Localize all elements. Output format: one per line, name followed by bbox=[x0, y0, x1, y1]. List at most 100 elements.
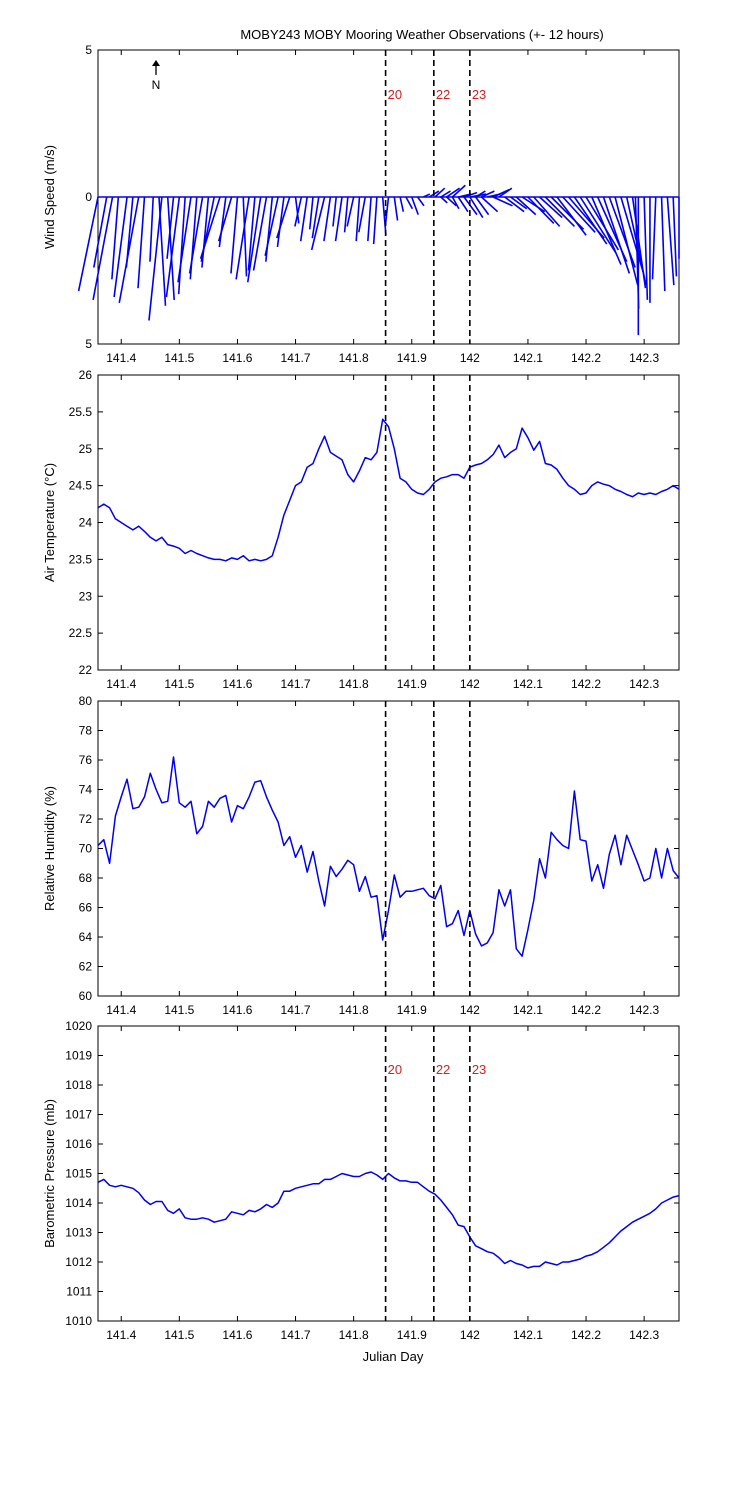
humidity-xtick-label: 141.8 bbox=[339, 1003, 369, 1017]
wind-vector bbox=[504, 196, 525, 213]
wind-vector bbox=[276, 196, 291, 239]
wind-vector bbox=[591, 196, 622, 265]
wind-vector bbox=[310, 196, 326, 251]
wind-vector bbox=[264, 196, 279, 256]
wind-vector bbox=[602, 196, 631, 274]
humidity-ytick-label: 60 bbox=[79, 989, 93, 1003]
pressure-marker-label: 22 bbox=[436, 1062, 450, 1077]
wind-vector bbox=[515, 196, 537, 216]
wind-xtick-label: 141.9 bbox=[397, 351, 427, 365]
wind-vector bbox=[620, 196, 645, 274]
wind-marker-label: 20 bbox=[388, 87, 402, 102]
wind-vector bbox=[247, 196, 256, 271]
air-temperature-xtick-label: 142.2 bbox=[571, 677, 601, 691]
wind-vector bbox=[440, 190, 451, 198]
wind-vector bbox=[199, 196, 221, 259]
pressure-marker-label: 23 bbox=[472, 1062, 486, 1077]
wind-vector bbox=[77, 196, 99, 292]
wind-vector bbox=[355, 196, 361, 242]
figure-title: MOBY243 MOBY Mooring Weather Observation… bbox=[240, 27, 603, 42]
wind-vector bbox=[498, 187, 513, 198]
pressure-xtick-label: 141.9 bbox=[397, 1328, 427, 1342]
wind-vector bbox=[137, 196, 146, 289]
pressure-ytick-label: 1017 bbox=[65, 1108, 92, 1122]
pressure-xtick-label: 141.5 bbox=[164, 1328, 194, 1342]
pressure-xtick-label: 141.8 bbox=[339, 1328, 369, 1342]
air-temperature-axes-frame bbox=[97, 374, 680, 671]
north-arrow-icon: N bbox=[152, 60, 160, 92]
wind-vector bbox=[492, 196, 513, 207]
humidity-ylabel: Relative Humidity (%) bbox=[42, 786, 57, 911]
wind-vector bbox=[672, 196, 678, 277]
air-temperature-xtick-label: 142 bbox=[460, 677, 480, 691]
air-temperature-ytick-label: 25.5 bbox=[69, 405, 93, 419]
air-temperature-xtick-label: 141.4 bbox=[106, 677, 136, 691]
wind-vector bbox=[544, 196, 576, 227]
wind-vector bbox=[451, 196, 460, 210]
wind-vector bbox=[165, 196, 181, 298]
humidity-ytick-label: 76 bbox=[79, 753, 93, 767]
wind-vector bbox=[579, 196, 617, 254]
air-temperature-xtick-label: 141.6 bbox=[222, 677, 252, 691]
wind-vector bbox=[246, 196, 262, 283]
wind-ytick-label: 5 bbox=[85, 43, 92, 57]
air-temperature-ytick-label: 23 bbox=[79, 589, 93, 603]
wind-vector bbox=[451, 184, 466, 198]
humidity-xtick-label: 142 bbox=[460, 1003, 480, 1017]
wind-marker-label: 23 bbox=[472, 87, 486, 102]
wind-vector bbox=[410, 196, 419, 215]
air-temperature-ytick-label: 24.5 bbox=[69, 479, 93, 493]
wind-vector bbox=[358, 196, 367, 233]
wind-panel: 5 0 5 141.4 141.5 141.6 141.7 141.8 141.9 142 142.… bbox=[42, 43, 680, 365]
wind-vector bbox=[440, 196, 448, 204]
humidity-ytick-label: 66 bbox=[79, 901, 93, 915]
wind-vector bbox=[188, 196, 204, 274]
wind-vector bbox=[334, 196, 343, 242]
air-temperature-xtick-label: 142.3 bbox=[629, 677, 659, 691]
wind-vector bbox=[372, 196, 378, 245]
wind-vector bbox=[230, 196, 239, 274]
pressure-ylabel: Barometric Pressure (mb) bbox=[42, 1099, 57, 1248]
wind-vector bbox=[446, 196, 457, 207]
pressure-ytick-label: 1020 bbox=[65, 1019, 92, 1033]
x-axis-label: Julian Day bbox=[363, 1349, 424, 1364]
wind-xtick-label: 141.7 bbox=[281, 351, 311, 365]
pressure-marker-label: 20 bbox=[388, 1062, 402, 1077]
pressure-ytick-label: 1013 bbox=[65, 1226, 92, 1240]
wind-vector bbox=[166, 196, 175, 300]
humidity-ytick-label: 64 bbox=[79, 930, 93, 944]
humidity-xtick-label: 141.5 bbox=[164, 1003, 194, 1017]
wind-vector bbox=[660, 196, 666, 292]
wind-vector bbox=[527, 196, 555, 225]
humidity-ytick-label: 62 bbox=[79, 960, 93, 974]
wind-vector bbox=[556, 196, 587, 236]
humidity-panel: 60 62 64 66 68 70 72 74 76 78 80 141.4 141.5 141.6 141… bbox=[42, 694, 680, 1017]
wind-vector bbox=[367, 196, 372, 242]
wind-vector bbox=[666, 196, 675, 286]
wind-vector bbox=[242, 196, 248, 277]
wind-vector bbox=[252, 196, 268, 271]
pressure-series-line bbox=[97, 1171, 680, 1269]
wind-xtick-label: 141.4 bbox=[106, 351, 136, 365]
humidity-axes-frame bbox=[97, 700, 680, 997]
pressure-xtick-label: 142.1 bbox=[513, 1328, 543, 1342]
wind-vector bbox=[457, 196, 469, 213]
air-temperature-series-line bbox=[97, 418, 680, 562]
wind-vector bbox=[573, 196, 608, 245]
wind-vector bbox=[614, 196, 639, 286]
wind-vector bbox=[118, 196, 140, 303]
wind-vector bbox=[469, 196, 484, 219]
humidity-xtick-label: 141.7 bbox=[281, 1003, 311, 1017]
humidity-ytick-label: 70 bbox=[79, 842, 93, 856]
wind-vector bbox=[177, 196, 186, 295]
wind-vector bbox=[423, 193, 431, 198]
pressure-panel: 1010 1011 1012 1013 1014 1015 1016 1017 1018 1019… bbox=[42, 1019, 680, 1342]
pressure-xtick-label: 141.6 bbox=[222, 1328, 252, 1342]
wind-xtick-label: 142.3 bbox=[629, 351, 659, 365]
wind-vector bbox=[166, 196, 175, 259]
wind-vector bbox=[177, 196, 192, 283]
wind-vector bbox=[218, 196, 227, 248]
air-temperature-xtick-label: 141.8 bbox=[339, 677, 369, 691]
wind-xtick-label: 142 bbox=[460, 351, 480, 365]
wind-vector bbox=[113, 196, 128, 298]
